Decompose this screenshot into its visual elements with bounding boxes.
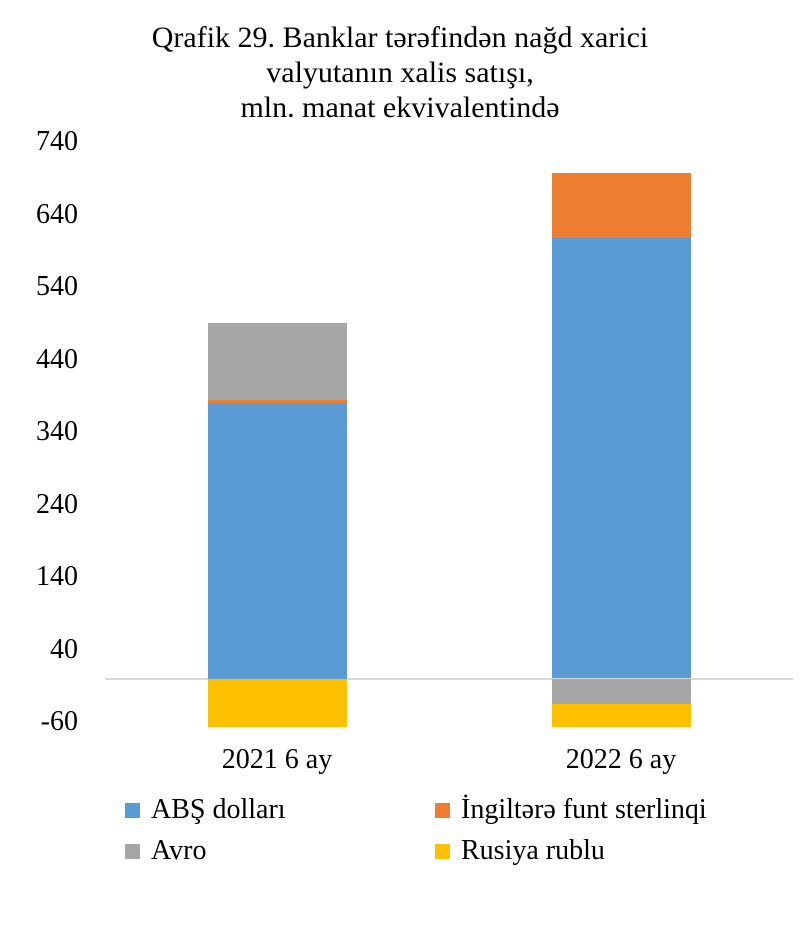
bar-segment — [551, 237, 691, 679]
bar-segment — [207, 322, 347, 401]
chart-title-line-1: Qrafik 29. Banklar tərəfindən nağd xaric… — [151, 21, 649, 54]
x-axis-category-label: 2022 6 ay — [565, 744, 677, 775]
y-axis-tick-label: 440 — [36, 343, 78, 375]
legend-item: Avro — [125, 836, 206, 866]
legend-color-swatch-icon — [435, 802, 450, 818]
y-axis-tick-label: 140 — [36, 561, 78, 592]
y-axis-tick-label: 540 — [36, 271, 78, 302]
bar-segment — [207, 403, 347, 679]
legend-label: ABŞ dolları — [151, 794, 286, 825]
legend-color-swatch-icon — [125, 843, 140, 859]
bar-segment — [207, 678, 347, 728]
bar-segment — [551, 703, 691, 728]
y-axis-tick-label: 40 — [50, 633, 78, 665]
y-axis-tick-label: 640 — [36, 198, 78, 230]
x-axis-zero-line — [105, 677, 793, 680]
y-axis-tick-label: 340 — [36, 416, 78, 447]
legend-label: İngiltərə funt sterlinqi — [461, 794, 707, 825]
legend-label: Avro — [151, 835, 207, 866]
legend-label: Rusiya rublu — [461, 835, 605, 866]
chart-title: Qrafik 29. Banklar tərəfindən nağd xaric… — [0, 20, 800, 125]
bar-segment — [207, 400, 347, 403]
bar-segment — [551, 678, 691, 704]
legend-item: ABŞ dolları — [125, 795, 286, 825]
bar-segment — [551, 173, 691, 238]
y-axis-tick-label: 740 — [36, 126, 78, 157]
legend-item: İngiltərə funt sterlinqi — [435, 795, 707, 825]
legend-item: Rusiya rublu — [435, 836, 605, 866]
y-axis-tick-label: -60 — [40, 706, 78, 737]
legend-color-swatch-icon — [125, 802, 140, 818]
chart-title-line-3: mln. manat ekvivalentində — [240, 91, 560, 124]
chart-title-line-2: valyutanın xalis satışı, — [266, 56, 534, 89]
plot-area: 740 640 540 440 340 240 140 40 -60 2021 6 ay 2022 … — [36, 126, 793, 775]
x-axis-category-label: 2021 6 ay — [221, 744, 333, 775]
legend-color-swatch-icon — [435, 843, 450, 859]
y-axis-tick-label: 240 — [36, 488, 78, 520]
